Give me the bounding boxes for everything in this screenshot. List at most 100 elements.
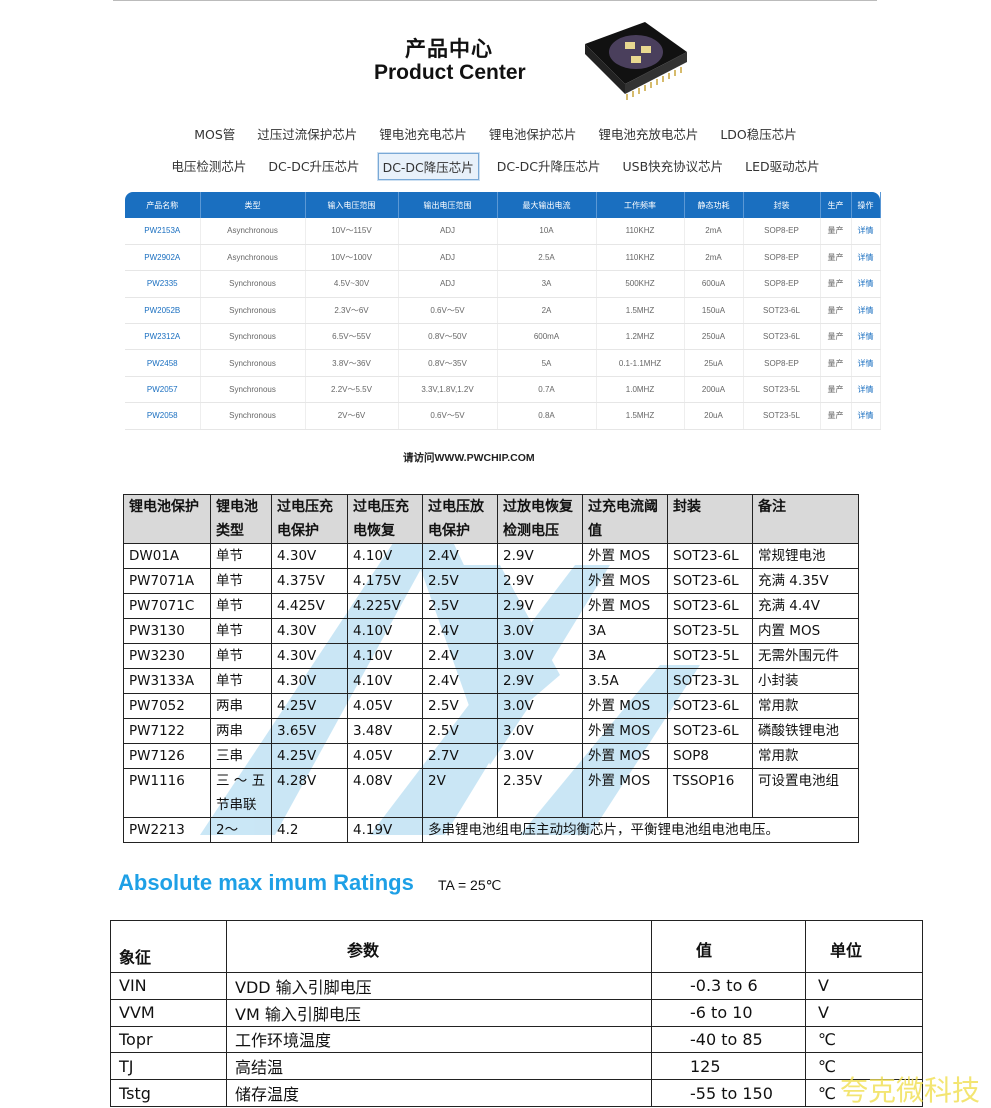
column-header: 静态功耗 [684,192,744,218]
details-link[interactable]: 详情 [851,349,881,377]
table-cell: 2.3V～6V [305,297,399,325]
product-link[interactable]: PW2058 [125,402,201,430]
table-row: VIN VDD 输入引脚电压 -0.3 to 6 V [110,972,923,1000]
table-cell: 三 ～ 五节串联 [210,768,272,818]
lower-content: 锂电池保护 锂电池类型 过电压充电保护 过电压充电恢复 过电压放电保护 过放电恢复检测电压… [0,494,991,1107]
category-battery-charging[interactable]: 锂电池充电芯片 [379,127,467,142]
table-cell: SOP8-EP [743,218,821,245]
table-cell: 4.05V [347,743,423,769]
product-link[interactable]: PW2335 [125,270,201,298]
table-cell: 单节 [210,568,272,594]
table-cell: 4.10V [347,643,423,669]
category-voltage-detect[interactable]: 电压检测芯片 [171,159,247,174]
table-cell: 6.5V～55V [305,323,399,351]
category-dcdc-buck-selected[interactable]: DC-DC降压芯片 [377,153,479,180]
column-header: 产品名称 [125,192,201,218]
table-cell: PW3133A [123,668,211,694]
table-cell: 3A [497,270,597,298]
details-link[interactable]: 详情 [851,270,881,298]
category-led-driver[interactable]: LED驱动芯片 [745,159,820,174]
unit-value: ℃ [818,1056,836,1076]
column-header: 最大输出电流 [497,192,597,218]
table-cell: 量产 [820,376,852,404]
absolute-ratings-table: 象征 参数 值 单位 VIN VDD 输入引脚电压 -0.3 to 6 V VVM VM … [110,920,980,1107]
table-cell: 外置 MOS [582,693,668,719]
table-cell: 2.35V [497,768,583,818]
ratings-condition: TA = 25℃ [438,877,502,893]
table-cell: VM 输入引脚电压 [226,998,652,1027]
category-battery-charge-discharge[interactable]: 锂电池充放电芯片 [598,127,699,142]
product-link[interactable]: PW2057 [125,376,201,404]
table-cell: Synchronous [200,376,306,404]
table-cell: DW01A [123,543,211,569]
table-cell: 4.2 [271,817,348,843]
category-usb-fast-charge[interactable]: USB快充协议芯片 [622,159,724,174]
table-cell: Synchronous [200,270,306,298]
table-cell: Synchronous [200,323,306,351]
table-cell: 常用款 [752,693,859,719]
category-overvoltage-protection[interactable]: 过压过流保护芯片 [257,127,358,142]
table-cell: 4.425V [271,593,348,619]
table-cell: 4.08V [347,768,423,818]
table-cell: 0.6V～5V [398,402,498,430]
table-cell: 2V [422,768,498,818]
table-row: PW3133A 单节 4.30V 4.10V 2.4V 2.9V 3.5A SOT23-3L 小… [123,668,859,694]
product-link[interactable]: PW2052B [125,297,201,325]
details-link[interactable]: 详情 [851,376,881,404]
column-header: 输入电压范围 [305,192,399,218]
table-cell: ADJ [398,218,498,245]
table-cell: TJ [110,1052,227,1081]
column-header: 输出电压范围 [398,192,498,218]
table-cell: 4.19V [347,817,423,843]
category-row-1: MOS管 过压过流保护芯片 锂电池充电芯片 锂电池保护芯片 锂电池充放电芯片 L… [0,121,991,146]
product-link[interactable]: PW2902A [125,244,201,272]
table-cell: SOT23-6L [667,593,753,619]
table-cell: SOT23-3L [667,668,753,694]
table-cell: 两串 [210,693,272,719]
details-link[interactable]: 详情 [851,218,881,245]
category-ldo[interactable]: LDO稳压芯片 [720,127,797,142]
table-cell: SOT23-6L [667,718,753,744]
category-dcdc-boost[interactable]: DC-DC升压芯片 [268,159,360,174]
battery-protection-table: 锂电池保护 锂电池类型 过电压充电保护 过电压充电恢复 过电压放电保护 过放电恢复检测电压… [123,494,859,843]
product-link[interactable]: PW2458 [125,349,201,377]
category-battery-protection[interactable]: 锂电池保护芯片 [488,127,577,142]
column-header: 备注 [752,494,859,544]
table-cell: SOT23-6L [667,543,753,569]
table-cell: 4.375V [271,568,348,594]
table-cell: Topr [110,1025,227,1054]
table-cell: 10A [497,218,597,245]
table-row: PW7126 三串 4.25V 4.05V 2.7V 3.0V 外置 MOS SOP8 常用款 [123,743,859,769]
table-cell: SOP8-EP [743,349,821,377]
category-mos[interactable]: MOS管 [194,127,236,142]
category-row-2: 电压检测芯片 DC-DC升压芯片 DC-DC降压芯片 DC-DC升降压芯片 US… [0,153,991,180]
table-cell: 外置 MOS [582,543,668,569]
details-link[interactable]: 详情 [851,244,881,272]
table-cell: 1.5MHZ [596,402,685,430]
table-cell: TSSOP16 [667,768,753,818]
category-dcdc-buck-boost[interactable]: DC-DC升降压芯片 [496,159,601,174]
product-link[interactable]: PW2312A [125,323,201,351]
table-row: TJ 高结温 125 ℃ [110,1052,923,1081]
table-cell: 2.4V [422,618,498,644]
details-link[interactable]: 详情 [851,323,881,351]
table-row: VVM VM 输入引脚电压 -6 to 10 V [110,998,923,1027]
product-link[interactable]: PW2153A [125,218,201,245]
table-row: PW7071C 单节 4.425V 4.225V 2.5V 2.9V 外置 MOS SOT23… [123,593,859,619]
column-header: 过电压放电保护 [422,494,498,544]
table-cell: 4.28V [271,768,348,818]
details-link[interactable]: 详情 [851,402,881,430]
table-cell: 2.2V～5.5V [305,376,399,404]
table-cell: 110KHZ [596,244,685,272]
column-header: 锂电池类型 [210,494,272,544]
table-cell: 10V～100V [305,244,399,272]
table-cell: 2～ [210,817,272,843]
table-cell: 3.0V [497,718,583,744]
details-link[interactable]: 详情 [851,297,881,325]
table-row: PW2057 Synchronous 2.2V～5.5V 3.3V,1.8V,1.2V… [125,376,881,404]
table-cell: 常用款 [752,743,859,769]
table-cell: 1.2MHZ [596,323,685,351]
column-header: 过电压充电保护 [271,494,348,544]
table-cell: PW7126 [123,743,211,769]
table-cell: VVM [110,998,227,1027]
